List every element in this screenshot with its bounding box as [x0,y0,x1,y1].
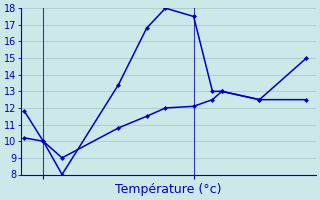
X-axis label: Température (°c): Température (°c) [115,183,221,196]
